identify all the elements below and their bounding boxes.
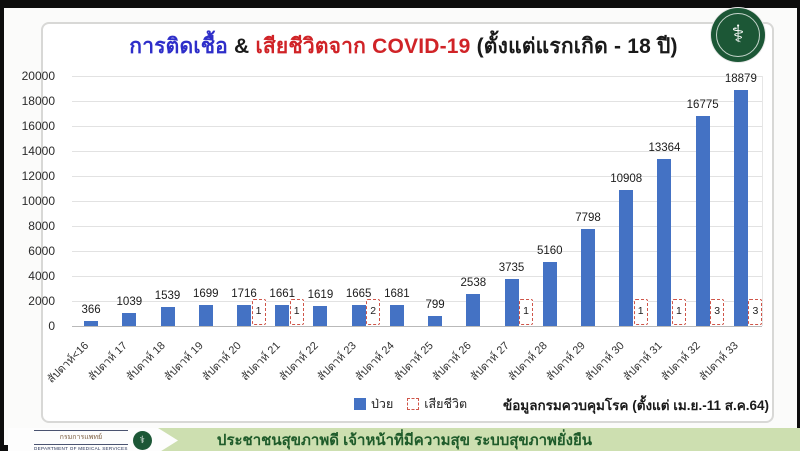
death-count-สัปดาห์ 30: 1 [633, 299, 648, 325]
value-label-สัปดาห์ 18: 1539 [154, 289, 181, 302]
y-axis-tick-4000: 4000 [28, 269, 55, 283]
chart-legend: ป่วย เสียชีวิต [354, 394, 467, 414]
value-label-สัปดาห์ 23: 1665 [345, 288, 372, 301]
bar-สัปดาห์ 19 [198, 304, 213, 326]
y-axis-tick-10000: 10000 [21, 194, 55, 208]
value-label-สัปดาห์ 33: 18879 [724, 73, 757, 85]
gridline-10000 [72, 201, 762, 202]
department-name: กรมการแพทย์ DEPARTMENT OF MEDICAL SERVIC… [34, 430, 128, 451]
bar-สัปดาห์ 23 [351, 305, 366, 326]
gridline-14000 [72, 151, 762, 152]
bar-สัปดาห์ 29 [581, 228, 595, 326]
y-axis-tick-14000: 14000 [21, 144, 55, 158]
legend-died-label: เสียชีวิต [424, 397, 468, 411]
bar-สัปดาห์ 32 [695, 116, 710, 326]
infected-swatch-icon [354, 398, 366, 410]
department-name-en: DEPARTMENT OF MEDICAL SERVICES [34, 446, 128, 451]
value-label-สัปดาห์ 17: 1039 [116, 296, 143, 308]
bar-สัปดาห์ 21 [275, 305, 290, 326]
y-axis-tick-8000: 8000 [28, 219, 55, 233]
value-label-สัปดาห์ 20: 1716 [231, 287, 257, 300]
death-count-สัปดาห์ 31: 1 [671, 299, 686, 325]
value-label-สัปดาห์ 19: 1699 [192, 287, 219, 300]
chart-title: การติดเชื้อ & เสียชีวิตจาก COVID-19 (ตั้… [37, 30, 770, 63]
title-age-range: (ตั้งแต่แรกเกิด - 18 ปี) [476, 35, 678, 58]
gridline-12000 [72, 176, 762, 177]
value-label-สัปดาห์ 26: 2538 [460, 277, 487, 290]
bar-สัปดาห์ 25 [428, 316, 443, 326]
footer-banner: ประชาชนสุขภาพดี เจ้าหน้าที่มีความสุข ระบ… [8, 428, 800, 451]
department-name-th: กรมการแพทย์ [34, 432, 128, 445]
gridline-2000 [72, 301, 762, 302]
y-axis-tick-12000: 12000 [21, 169, 55, 183]
value-label-สัปดาห์ 32: 16775 [686, 99, 719, 112]
death-count-สัปดาห์ 27: 1 [519, 299, 534, 325]
bar-สัปดาห์ 33 [733, 90, 748, 326]
value-label-สัปดาห์ 29: 7798 [575, 211, 601, 224]
value-label-สัปดาห์ 25: 799 [425, 299, 445, 311]
seal-ring [716, 13, 760, 57]
value-label-สัปดาห์ 30: 10908 [610, 172, 643, 185]
death-count-สัปดาห์ 32: 3 [710, 299, 725, 325]
bar-สัปดาห์ 18 [160, 306, 175, 326]
gridline-0 [72, 326, 762, 327]
y-axis-tick-6000: 6000 [28, 244, 55, 258]
bar-สัปดาห์ 20 [237, 304, 251, 326]
value-label-สัปดาห์ 22: 1619 [307, 288, 334, 301]
y-axis-tick-0: 0 [48, 319, 55, 333]
caduceus-icon: ⚕ [731, 21, 745, 48]
bar-สัปดาห์ 26 [466, 294, 481, 326]
death-count-สัปดาห์ 20: 1 [251, 299, 266, 325]
slide-background: 0 2000 4000 6000 8000 10000 12000 14000 16000 180… [4, 8, 800, 451]
legend-item-died: เสียชีวิต [407, 394, 467, 414]
legend-infected-label: ป่วย [371, 397, 394, 411]
gridline-4000 [72, 276, 762, 277]
value-label-สัปดาห์ 21: 1661 [269, 288, 296, 301]
death-count-สัปดาห์ 21: 1 [289, 299, 304, 325]
legend-item-infected: ป่วย [354, 394, 393, 414]
gridline-20000 [72, 76, 762, 77]
bar-สัปดาห์ 28 [542, 261, 557, 326]
bar-สัปดาห์ 31 [657, 158, 672, 326]
y-axis-tick-2000: 2000 [28, 294, 55, 308]
bar-สัปดาห์<16 [84, 321, 99, 326]
title-ampersand: & [234, 35, 250, 58]
department-seal-icon: ⚕ [132, 431, 152, 450]
gridline-16000 [72, 126, 762, 127]
y-axis-tick-18000: 18000 [21, 94, 55, 108]
gridline-18000 [72, 101, 762, 102]
plot-right-border [762, 76, 763, 326]
bar-สัปดาห์ 22 [313, 305, 328, 326]
death-count-สัปดาห์ 33: 3 [748, 299, 763, 325]
gridline-8000 [72, 226, 762, 227]
value-label-สัปดาห์ 27: 3735 [498, 262, 525, 275]
title-infection-part: การติดเชื้อ [129, 35, 228, 58]
value-label-สัปดาห์<16: 366 [81, 304, 101, 317]
value-label-สัปดาห์ 28: 5160 [536, 244, 563, 257]
bar-สัปดาห์ 27 [504, 279, 519, 326]
y-axis-tick-16000: 16000 [21, 119, 55, 133]
died-swatch-icon [407, 398, 420, 410]
title-death-part: เสียชีวิตจาก COVID-19 [255, 35, 471, 58]
ministry-seal-icon: ⚕ [711, 8, 765, 62]
gridline-6000 [72, 251, 762, 252]
data-source-note: ข้อมูลกรมควบคุมโรค (ตั้งแต่ เม.ย.-11 ส.ค… [502, 398, 769, 413]
chart-panel [41, 22, 774, 423]
department-logo-plate: กรมการแพทย์ DEPARTMENT OF MEDICAL SERVIC… [8, 428, 178, 451]
value-label-สัปดาห์ 31: 13364 [648, 141, 681, 154]
y-axis-tick-20000: 20000 [21, 69, 55, 83]
footer-slogan: ประชาชนสุขภาพดี เจ้าหน้าที่มีความสุข ระบ… [216, 432, 593, 449]
value-label-สัปดาห์ 24: 1681 [384, 287, 410, 300]
death-count-สัปดาห์ 23: 2 [366, 299, 381, 325]
bar-สัปดาห์ 17 [122, 313, 137, 326]
bar-สัปดาห์ 30 [619, 189, 634, 326]
bar-สัปดาห์ 24 [389, 304, 404, 326]
